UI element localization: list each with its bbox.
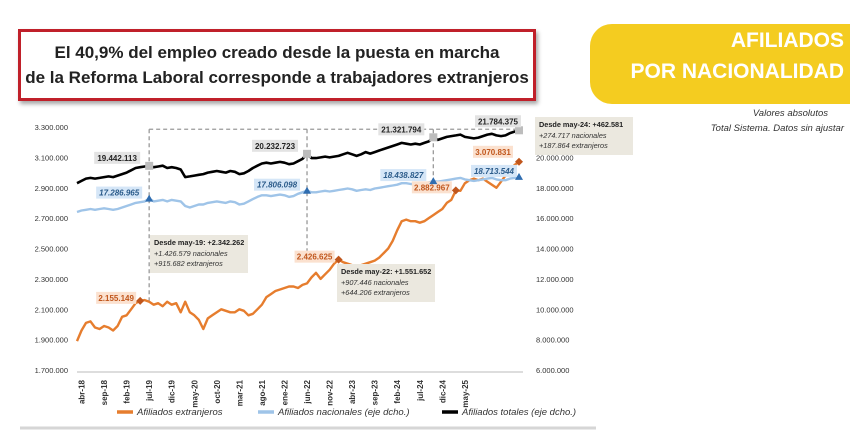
data-label-box <box>411 181 452 194</box>
data-label: 21.321.794 <box>381 125 422 134</box>
y-left-tick-label: 2.300.000 <box>35 275 68 284</box>
data-marker-extranjeros <box>451 186 460 195</box>
data-label: 3.070.831 <box>475 148 511 157</box>
data-marker-totales <box>145 161 154 170</box>
y-right-tick-label: 18.000.000 <box>536 184 574 193</box>
data-marker-nacionales <box>429 177 438 185</box>
x-tick-label: sep-23 <box>371 379 380 405</box>
y-right-tick-label: 20.000.000 <box>536 153 574 162</box>
x-tick-label: may-20 <box>190 379 199 407</box>
y-left-tick-label: 3.300.000 <box>35 123 68 132</box>
y-left-tick-label: 2.500.000 <box>35 245 68 254</box>
headline-box: El 40,9% del empleo creado desde la pues… <box>18 29 536 101</box>
y-left-tick-label: 1.700.000 <box>35 366 68 375</box>
section-tag-line-2: POR NACIONALIDAD <box>630 60 845 83</box>
x-tick-label: nov-22 <box>326 379 335 405</box>
x-tick-label: jul-19 <box>145 379 154 401</box>
annotation-line: +915.682 extranjeros <box>154 259 223 268</box>
data-label-box <box>475 115 521 128</box>
data-label-box <box>254 178 301 191</box>
y-left-tick-label: 2.700.000 <box>35 214 68 223</box>
y-right-tick-label: 12.000.000 <box>536 275 574 284</box>
x-tick-label: abr-23 <box>348 379 357 404</box>
data-marker-nacionales <box>303 186 312 194</box>
data-marker-extranjeros <box>136 296 145 305</box>
section-tag: AFILIADOS POR NACIONALIDAD <box>590 24 850 104</box>
y-left-tick-label: 3.100.000 <box>35 153 68 162</box>
data-label: 21.784.375 <box>478 117 519 126</box>
data-label-box <box>380 169 427 182</box>
annotation-line: +907.446 nacionales <box>341 278 409 287</box>
x-tick-label: oct-20 <box>213 379 222 403</box>
data-label: 17.806.098 <box>257 181 298 190</box>
x-tick-label: mar-21 <box>235 379 244 406</box>
data-label-box <box>294 250 335 263</box>
annotation-line: +1.426.579 nacionales <box>154 249 228 258</box>
y-right-tick-label: 10.000.000 <box>536 305 574 314</box>
series-line-extranjeros <box>75 160 520 342</box>
annotation-title: Desde may-24: +462.581 <box>539 120 623 129</box>
data-label: 18.713.544 <box>474 167 515 176</box>
data-marker-totales <box>429 133 438 142</box>
y-right-tick-label: 14.000.000 <box>536 245 574 254</box>
annotation-box <box>535 117 633 155</box>
annotation-title: Desde may-22: +1.551.652 <box>341 267 431 276</box>
data-marker-nacionales <box>145 194 154 202</box>
note-system: Total Sistema. Datos sin ajustar <box>710 123 844 134</box>
y-left-tick-label: 2.100.000 <box>35 305 68 314</box>
data-label-box <box>94 151 141 164</box>
annotation-line: +644.206 extranjeros <box>341 288 410 297</box>
y-right-tick-label: 16.000.000 <box>536 214 574 223</box>
x-tick-label: jul-24 <box>416 379 425 401</box>
y-left-tick-label: 2.900.000 <box>35 184 68 193</box>
series-line-totales <box>76 129 520 185</box>
data-label: 20.232.723 <box>255 142 296 151</box>
annotation-box <box>150 235 248 273</box>
x-tick-label: jun-22 <box>303 379 312 404</box>
x-tick-label: feb-24 <box>393 379 402 403</box>
x-tick-label: dic-19 <box>168 379 177 403</box>
data-label: 18.438.827 <box>383 171 424 180</box>
legend-extranjeros-label: Afiliados extranjeros <box>136 407 223 418</box>
section-tag-line-1: AFILIADOS <box>730 29 844 52</box>
x-tick-label: ago-21 <box>258 379 267 405</box>
data-label-box <box>378 123 425 136</box>
x-tick-label: sep-18 <box>100 379 109 405</box>
headline-line-2: de la Reforma Laboral corresponde a trab… <box>25 68 529 87</box>
annotation-title: Desde may-19: +2.342.262 <box>154 238 244 247</box>
data-label: 17.286.965 <box>99 189 140 198</box>
data-label-box <box>471 164 517 177</box>
x-tick-label: may-25 <box>461 379 470 407</box>
y-right-tick-label: 6.000.000 <box>536 366 569 375</box>
data-marker-totales <box>303 149 312 158</box>
y-right-tick-label: 8.000.000 <box>536 336 569 345</box>
headline-line-1: El 40,9% del empleo creado desde la pues… <box>54 43 500 62</box>
legend-totales-label: Afiliados totales (eje dcho.) <box>461 407 576 418</box>
data-label-box <box>96 186 143 199</box>
data-label: 2.155.149 <box>98 294 134 303</box>
data-marker-extranjeros <box>515 157 523 166</box>
x-tick-label: ene-22 <box>280 379 289 405</box>
data-marker-totales <box>515 126 523 135</box>
annotation-box <box>337 264 435 302</box>
data-label: 2.426.625 <box>297 253 333 262</box>
x-tick-label: dic-24 <box>438 379 447 403</box>
data-label-box <box>96 291 137 304</box>
annotation-line: +274.717 nacionales <box>539 131 607 140</box>
data-label: 2.882.967 <box>414 183 450 192</box>
annotation-line: +187.864 extranjeros <box>539 141 608 150</box>
data-marker-extranjeros <box>334 255 343 264</box>
note-values: Valores absolutos <box>752 108 828 119</box>
data-label: 19.442.113 <box>97 154 137 163</box>
data-marker-nacionales <box>515 172 523 180</box>
data-label-box <box>473 145 513 158</box>
data-label-box <box>252 139 299 152</box>
x-tick-label: abr-18 <box>78 379 87 404</box>
x-tick-label: feb-19 <box>123 379 132 403</box>
legend-nacionales-label: Afiliados nacionales (eje dcho.) <box>277 407 410 418</box>
y-left-tick-label: 1.900.000 <box>35 336 68 345</box>
